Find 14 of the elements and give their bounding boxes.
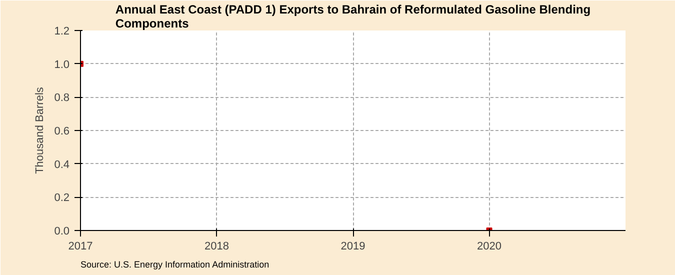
y-tick-label: 0.8 (54, 92, 70, 104)
x-tick-label: 2017 (68, 240, 93, 252)
y-tick-label: 1.0 (54, 58, 70, 71)
source-note: Source: U.S. Energy Information Administration (80, 260, 270, 270)
x-tick-label: 2018 (204, 240, 229, 252)
y-axis-title: Thousand Barrels (34, 86, 46, 174)
y-tick-label: 0.4 (54, 158, 70, 171)
y-tick-label: 0.2 (54, 192, 70, 204)
x-tick-label: 2020 (477, 240, 502, 252)
chart-title: Annual East Coast (PADD 1) Exports to Bahrain of Reformulated Gasoline Blending Components (115, 2, 591, 30)
y-tick-label: 0.6 (54, 126, 70, 138)
y-tick-label: 0.0 (54, 226, 70, 238)
y-tick-label: 1.2 (54, 26, 70, 38)
x-tick-label: 2019 (340, 240, 366, 252)
